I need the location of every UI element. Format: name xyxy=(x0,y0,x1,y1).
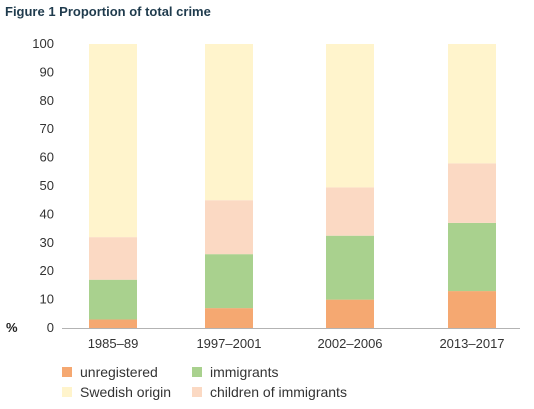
bar-segment-children-of-immigrants xyxy=(89,237,137,280)
bar-segment-immigrants xyxy=(205,254,253,309)
y-axis-unit-label: % xyxy=(6,320,18,335)
chart-title: Figure 1 Proportion of total crime xyxy=(5,4,211,19)
y-tick-label: 60 xyxy=(40,150,54,165)
y-tick-label: 30 xyxy=(40,235,54,250)
legend-swatch xyxy=(62,367,72,377)
bar-segment-swedish-origin xyxy=(205,44,253,201)
x-tick-label: 1985–89 xyxy=(88,336,139,351)
bar-segment-unregistered xyxy=(205,308,253,328)
legend-swatch xyxy=(192,367,202,377)
chart-legend: unregistered immigrants Swedish origin chil… xyxy=(62,364,402,400)
y-tick-label: 80 xyxy=(40,93,54,108)
bar-segment-children-of-immigrants xyxy=(448,163,496,223)
bar-segment-unregistered xyxy=(89,319,137,328)
bar-segment-immigrants xyxy=(89,279,137,320)
legend-item: Swedish origin xyxy=(62,384,192,400)
y-tick-label: 70 xyxy=(40,121,54,136)
x-tick-label: 1997–2001 xyxy=(196,336,261,351)
y-tick-label: 50 xyxy=(40,178,54,193)
bar-segment-unregistered xyxy=(326,299,374,328)
legend-item: children of immigrants xyxy=(192,384,392,400)
stacked-bar-chart: 0 10 20 30 40 50 60 70 80 90 100% 1985–89 1997–2001 2… xyxy=(6,36,520,351)
bar-segment-swedish-origin xyxy=(326,44,374,188)
x-tick-label: 2013–2017 xyxy=(439,336,504,351)
legend-label: children of immigrants xyxy=(210,384,347,400)
y-tick-label: 100 xyxy=(32,36,54,51)
bar-segment-immigrants xyxy=(448,222,496,292)
y-tick-label: 90 xyxy=(40,64,54,79)
bar-segment-swedish-origin xyxy=(89,44,137,238)
y-tick-label: 20 xyxy=(40,263,54,278)
legend-label: unregistered xyxy=(80,364,158,380)
legend-label: immigrants xyxy=(210,364,279,380)
bar-segment-immigrants xyxy=(326,235,374,300)
legend-swatch xyxy=(192,387,202,397)
bar-segment-children-of-immigrants xyxy=(205,200,253,255)
bar-segment-children-of-immigrants xyxy=(326,187,374,236)
legend-label: Swedish origin xyxy=(80,384,172,400)
legend-item: immigrants xyxy=(192,364,392,380)
y-tick-label: 0 xyxy=(47,320,54,335)
y-tick-label: 40 xyxy=(40,206,54,221)
legend-swatch xyxy=(62,387,72,397)
bar-segment-unregistered xyxy=(448,291,496,328)
bar-segment-swedish-origin xyxy=(448,44,496,164)
y-tick-label: 10 xyxy=(40,292,54,307)
x-tick-label: 2002–2006 xyxy=(317,336,382,351)
legend-item: unregistered xyxy=(62,364,192,380)
